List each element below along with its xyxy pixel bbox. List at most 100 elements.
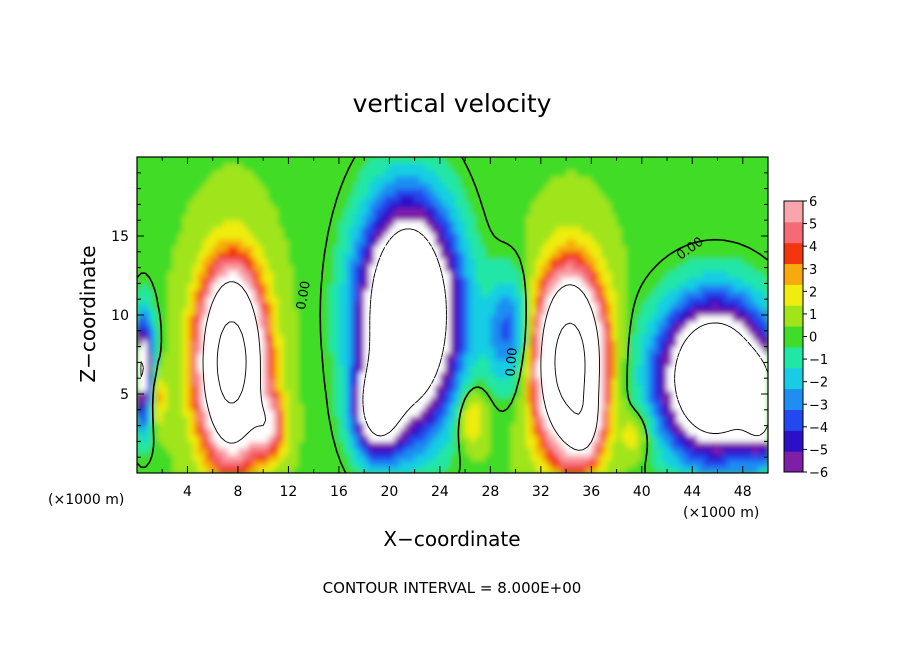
heatmap-cell bbox=[424, 296, 431, 303]
heatmap-cell bbox=[500, 352, 507, 360]
heatmap-cell bbox=[243, 277, 249, 284]
heatmap-cell bbox=[535, 308, 542, 316]
heatmap-cell bbox=[369, 188, 375, 196]
heatmap-cell bbox=[596, 441, 603, 449]
heatmap-cell bbox=[273, 194, 279, 202]
heatmap-cell bbox=[197, 384, 204, 392]
heatmap-cell bbox=[525, 194, 532, 202]
heatmap-cell bbox=[495, 365, 502, 373]
heatmap-cell bbox=[606, 447, 613, 455]
heatmap-cell bbox=[535, 321, 542, 329]
heatmap-cell bbox=[490, 441, 497, 449]
heatmap-cell bbox=[374, 296, 380, 303]
heatmap-cell bbox=[197, 270, 204, 278]
heatmap-cell bbox=[616, 226, 623, 234]
heatmap-cell bbox=[192, 441, 199, 449]
heatmap-cell bbox=[576, 315, 582, 322]
heatmap-cell bbox=[631, 416, 638, 424]
heatmap-cell bbox=[621, 346, 628, 354]
heatmap-cell bbox=[596, 327, 603, 335]
heatmap-cell bbox=[616, 352, 623, 360]
heatmap-cell bbox=[550, 308, 557, 316]
heatmap-cell bbox=[480, 371, 486, 379]
heatmap-cell bbox=[197, 397, 204, 405]
heatmap-cell bbox=[172, 466, 178, 473]
heatmap-cell bbox=[566, 346, 572, 354]
heatmap-cell bbox=[621, 359, 628, 367]
heatmap-cell bbox=[520, 315, 527, 322]
heatmap-cell bbox=[561, 175, 567, 183]
heatmap-cell bbox=[217, 365, 224, 373]
heatmap-cell bbox=[374, 175, 380, 183]
heatmap-cell bbox=[248, 340, 254, 348]
heatmap-cell bbox=[409, 403, 416, 411]
heatmap-cell bbox=[379, 283, 385, 291]
heatmap-cell bbox=[555, 182, 562, 190]
heatmap-cell bbox=[293, 201, 300, 209]
heatmap-cell bbox=[323, 157, 330, 164]
heatmap-cell bbox=[318, 207, 325, 215]
heatmap-cell bbox=[429, 346, 436, 354]
heatmap-cell bbox=[616, 454, 623, 461]
heatmap-cell bbox=[187, 333, 194, 341]
heatmap-cell bbox=[349, 289, 355, 297]
heatmap-cell bbox=[364, 169, 370, 177]
heatmap-cell bbox=[525, 213, 532, 221]
heatmap-cell bbox=[414, 441, 421, 449]
heatmap-cell bbox=[429, 359, 436, 367]
heatmap-cell bbox=[318, 441, 325, 449]
heatmap-cell bbox=[586, 333, 592, 341]
heatmap-cell bbox=[414, 384, 421, 392]
heatmap-cell bbox=[601, 327, 608, 335]
heatmap-cell bbox=[439, 194, 446, 202]
heatmap-cell bbox=[455, 365, 461, 373]
heatmap-cell bbox=[182, 384, 189, 392]
heatmap-cell bbox=[273, 175, 279, 183]
heatmap-cell bbox=[455, 321, 461, 329]
heatmap-cell bbox=[318, 460, 325, 468]
heatmap-cell bbox=[278, 327, 284, 335]
heatmap-cell bbox=[525, 289, 532, 297]
heatmap-cell bbox=[162, 460, 168, 468]
heatmap-cell bbox=[147, 315, 153, 322]
heatmap-cell bbox=[505, 239, 512, 247]
heatmap-cell bbox=[263, 239, 269, 247]
heatmap-cell bbox=[480, 239, 486, 247]
heatmap-cell bbox=[172, 169, 178, 177]
heatmap-cell bbox=[606, 327, 613, 335]
heatmap-cell bbox=[162, 422, 168, 430]
heatmap-cell bbox=[455, 220, 461, 228]
heatmap-cell bbox=[147, 245, 153, 253]
heatmap-cell bbox=[222, 403, 229, 411]
heatmap-cell bbox=[601, 302, 608, 310]
heatmap-cell bbox=[243, 447, 249, 455]
heatmap-cell bbox=[288, 264, 295, 272]
heatmap-cell bbox=[147, 428, 153, 436]
heatmap-cell bbox=[596, 447, 603, 455]
heatmap-cell bbox=[328, 435, 335, 442]
heatmap-cell bbox=[232, 232, 239, 240]
heatmap-cell bbox=[177, 239, 184, 247]
heatmap-cell bbox=[283, 352, 290, 360]
heatmap-cell bbox=[278, 201, 284, 209]
heatmap-cell bbox=[268, 466, 274, 473]
heatmap-cell bbox=[283, 359, 290, 367]
heatmap-cell bbox=[626, 315, 633, 322]
heatmap-cell bbox=[606, 454, 613, 461]
heatmap-cell bbox=[586, 296, 592, 303]
heatmap-cell bbox=[596, 283, 603, 291]
heatmap-cell bbox=[540, 409, 547, 417]
heatmap-cell bbox=[343, 289, 350, 297]
heatmap-cell bbox=[510, 333, 517, 341]
heatmap-cell bbox=[384, 157, 390, 164]
heatmap-cell bbox=[142, 232, 148, 240]
heatmap-cell bbox=[323, 428, 330, 436]
heatmap-cell bbox=[480, 466, 486, 473]
heatmap-cell bbox=[137, 308, 143, 316]
heatmap-cell bbox=[162, 435, 168, 442]
heatmap-cell bbox=[555, 346, 562, 354]
heatmap-cell bbox=[152, 182, 158, 190]
heatmap-cell bbox=[142, 182, 148, 190]
heatmap-cell bbox=[177, 416, 184, 424]
heatmap-cell bbox=[172, 416, 178, 424]
